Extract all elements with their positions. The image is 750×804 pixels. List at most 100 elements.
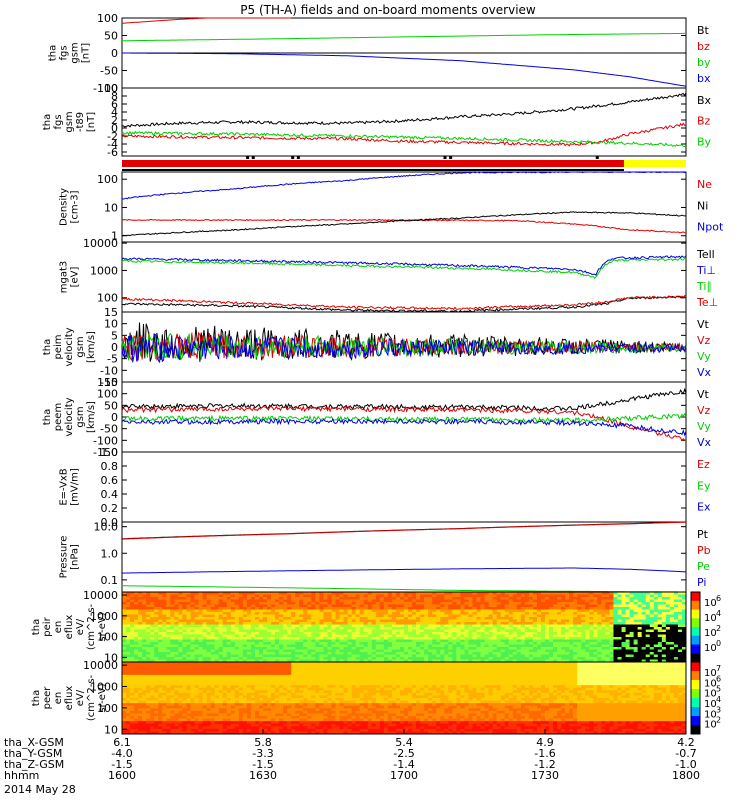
- y-axis-label: tha: [31, 619, 42, 635]
- y-axis-label: eflux: [64, 686, 75, 711]
- legend-entry: Vz: [697, 334, 711, 347]
- y-axis-label: en: [53, 621, 64, 634]
- series-line-Ni: [122, 212, 686, 236]
- y-tick-label: 1000: [90, 264, 118, 277]
- y-tick-label: 100: [97, 292, 118, 305]
- y-tick-label: 10: [104, 201, 118, 214]
- legend-entry: Vz: [697, 404, 711, 417]
- legend-entry: Vt: [697, 388, 710, 401]
- colorbar-exponent: 0: [716, 639, 721, 648]
- y-axis-label: velocity: [64, 327, 75, 366]
- y-axis-label: [mV/m]: [70, 468, 81, 506]
- y-axis-label: [km/s]: [86, 401, 97, 433]
- y-axis-label: peer: [42, 686, 53, 710]
- y-tick-label: 1000: [90, 610, 118, 623]
- legend-entry: Ni: [697, 199, 708, 212]
- y-axis-label: tha: [48, 45, 59, 61]
- series-line-Npot: [122, 172, 686, 199]
- y-axis-label: gsm: [70, 42, 81, 63]
- y-tick-label: 1.0: [101, 446, 119, 459]
- y-axis-label: peim: [53, 334, 64, 359]
- legend-entry: Bz: [697, 115, 711, 128]
- y-tick-label: -6: [107, 146, 118, 159]
- y-axis-label: [nPa]: [70, 544, 81, 570]
- plot-title: P5 (TH-A) fields and on-board moments ov…: [240, 3, 536, 17]
- y-axis-label: tha: [42, 114, 53, 130]
- legend-entry: Vx: [697, 436, 712, 449]
- panel-frame: [122, 452, 686, 522]
- colorbar-label: 10: [704, 598, 717, 609]
- legend-entry: Bt: [697, 24, 710, 37]
- y-tick-label: 0.4: [101, 488, 119, 501]
- colorbar-exponent: 2: [716, 624, 721, 633]
- legend-entry: Vt: [697, 318, 710, 331]
- y-tick-label: 1.0: [101, 547, 119, 560]
- legend-entry: bx: [697, 72, 711, 85]
- legend-entry: Vy: [697, 420, 711, 433]
- y-axis-label: [cm-3]: [70, 190, 81, 223]
- series-line-Tell: [122, 296, 686, 312]
- series-line-Pe: [122, 586, 686, 592]
- y-axis-label: fgs: [53, 114, 64, 129]
- legend-entry: Pt: [697, 528, 709, 541]
- colorbar-segment: [691, 592, 700, 601]
- series-line-Bz: [122, 123, 686, 146]
- y-axis-label: tha: [42, 339, 53, 355]
- y-axis-label: E=-VxB: [59, 468, 70, 505]
- legend-entry: Npot: [697, 221, 724, 234]
- colorbar-label: 10: [704, 628, 717, 639]
- panel-frame: [122, 522, 686, 592]
- y-tick-label: 0.2: [101, 502, 119, 515]
- y-tick-label: 50: [104, 30, 118, 43]
- legend-entry: By: [697, 135, 712, 148]
- y-axis-label: peir: [42, 616, 53, 636]
- y-axis-label: [nT]: [86, 112, 97, 132]
- colorbar-label: 10: [704, 643, 717, 654]
- legend-entry: Bx: [697, 94, 712, 107]
- panel-frame: [122, 242, 686, 312]
- colorbar-segment: [691, 610, 700, 619]
- y-tick-label: 0: [111, 47, 118, 60]
- y-axis-label: -t89: [75, 112, 86, 132]
- y-axis-label: Density: [59, 188, 70, 226]
- series-line-bx: [122, 53, 686, 86]
- y-tick-label: 0.8: [101, 460, 119, 473]
- legend-entry: Vy: [697, 350, 711, 363]
- colorbar-segment: [691, 627, 700, 636]
- y-axis-label: velocity: [64, 397, 75, 436]
- series-line-Bx: [122, 93, 686, 127]
- legend-entry: Ne: [697, 178, 712, 191]
- y-axis-label: [nT]: [81, 43, 92, 63]
- y-axis-label: [km/s]: [86, 331, 97, 363]
- legend-entry: Vx: [697, 366, 712, 379]
- y-tick-label: 100: [97, 631, 118, 644]
- legend-entry: by: [697, 56, 711, 69]
- y-tick-label: 100: [97, 173, 118, 186]
- y-axis-label: en: [53, 692, 64, 705]
- y-axis-label: tha: [42, 409, 53, 425]
- y-axis-label: tha: [31, 690, 42, 706]
- y-tick-label: 10000: [83, 237, 118, 250]
- y-axis-label: eV/: [75, 689, 86, 706]
- series-line-By: [122, 132, 686, 147]
- series-line-Pi: [122, 568, 686, 573]
- colorbar-exponent: 6: [716, 594, 721, 603]
- colorbar-segment: [691, 645, 700, 654]
- series-line-Pb: [122, 522, 686, 539]
- series-line-by: [122, 33, 686, 40]
- colorbar-segment: [691, 636, 700, 645]
- colorbar-segment: [691, 601, 700, 610]
- y-axis-label: gsm: [64, 111, 75, 132]
- y-tick-label: 0.6: [101, 474, 119, 487]
